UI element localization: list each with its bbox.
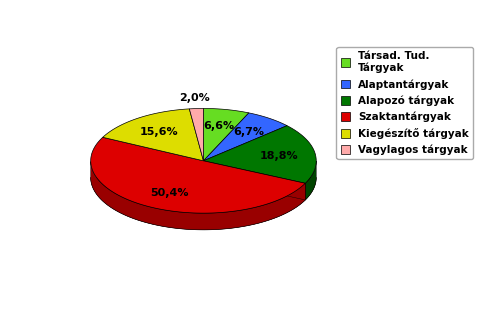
Text: 6,6%: 6,6% [203, 121, 234, 131]
Polygon shape [304, 161, 316, 200]
Text: 15,6%: 15,6% [139, 127, 178, 137]
Polygon shape [203, 161, 304, 200]
Polygon shape [91, 177, 316, 230]
Text: 18,8%: 18,8% [259, 150, 298, 161]
Polygon shape [91, 137, 304, 213]
Polygon shape [103, 109, 203, 161]
Polygon shape [91, 162, 304, 230]
Legend: Társad. Tud.
Tárgyak, Alaptantárgyak, Alapozó tárgyak, Szaktantárgyak, Kiegészít: Társad. Tud. Tárgyak, Alaptantárgyak, Al… [336, 47, 472, 159]
Polygon shape [203, 113, 287, 161]
Text: 50,4%: 50,4% [150, 188, 189, 198]
Polygon shape [189, 108, 203, 161]
Polygon shape [203, 126, 316, 183]
Polygon shape [203, 108, 248, 161]
Text: 6,7%: 6,7% [232, 127, 263, 137]
Polygon shape [203, 161, 304, 200]
Text: 2,0%: 2,0% [179, 93, 210, 103]
